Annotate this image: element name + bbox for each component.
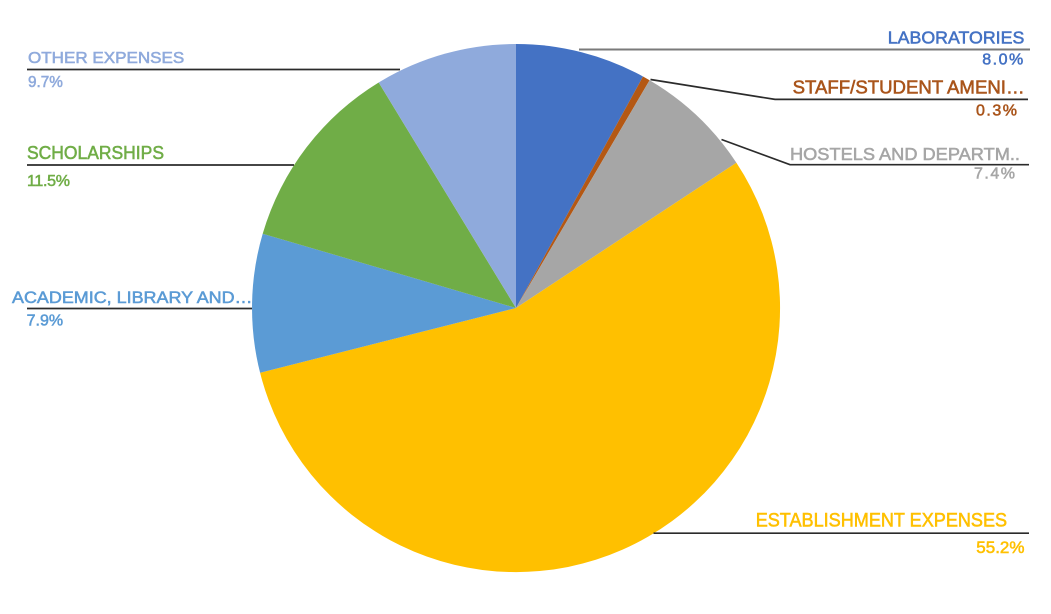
svg-text:9.7%: 9.7% (28, 74, 63, 91)
svg-text:ACADEMIC, LIBRARY AND…: ACADEMIC, LIBRARY AND… (12, 288, 253, 307)
svg-text:7.4%: 7.4% (974, 165, 1016, 182)
svg-text:7.9%: 7.9% (27, 313, 63, 330)
svg-text:0.3%: 0.3% (976, 103, 1018, 120)
svg-text:OTHER EXPENSES: OTHER EXPENSES (28, 50, 184, 67)
svg-text:11.5%: 11.5% (27, 173, 70, 190)
svg-text:SCHOLARSHIPS: SCHOLARSHIPS (27, 143, 164, 163)
svg-text:LABORATORIES: LABORATORIES (888, 27, 1025, 47)
svg-text:8.0%: 8.0% (982, 52, 1024, 69)
svg-text:HOSTELS AND DEPARTM..: HOSTELS AND DEPARTM.. (790, 144, 1020, 164)
svg-text:STAFF/STUDENT AMENI…: STAFF/STUDENT AMENI… (793, 76, 1025, 97)
svg-text:ESTABLISHMENT EXPENSES: ESTABLISHMENT EXPENSES (756, 511, 1007, 532)
svg-text:55.2%: 55.2% (976, 538, 1024, 557)
